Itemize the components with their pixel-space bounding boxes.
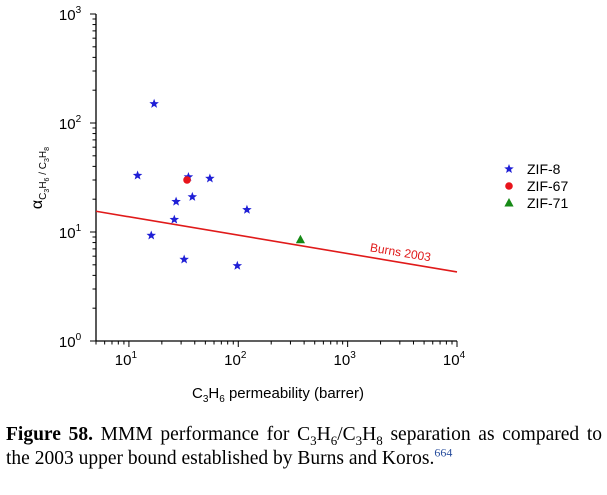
upper-bound-line: [95, 210, 458, 273]
data-marks: Burns 2003: [95, 98, 458, 273]
legend-marker-zif-8: [504, 164, 514, 174]
y-tick-label: 100: [59, 332, 82, 351]
legend-label-zif-67: ZIF-67: [527, 178, 568, 194]
axis-ticks: 101 102 103 104 100 101 102 103: [59, 5, 466, 369]
x-tick-label: 104: [443, 350, 466, 369]
zif-8-point: [132, 170, 143, 180]
x-tick-label: 103: [334, 350, 357, 369]
y-axis-label-symbol: α: [29, 200, 46, 209]
figure-label: Figure 58.: [6, 424, 93, 445]
figure-caption: Figure 58. MMM performance for C3H6/C3H8…: [6, 424, 603, 469]
y-tick-label: 103: [59, 5, 82, 24]
zif-8-point: [205, 173, 215, 183]
zif-71-point: [295, 234, 306, 244]
zif-8-point: [242, 204, 252, 214]
x-axis-label: C3H6 permeability (barrer): [192, 385, 364, 405]
legend-label-zif-8: ZIF-8: [527, 161, 561, 177]
plot-area: [95, 14, 457, 342]
upper-bound-label: Burns 2003: [369, 240, 432, 264]
zif-8-point: [187, 191, 198, 201]
zif-67-point: [183, 176, 191, 184]
legend-marker-zif-67: [505, 182, 513, 190]
zif-8-point: [179, 254, 189, 264]
zif-8-point: [171, 196, 181, 206]
legend-label-zif-71: ZIF-71: [527, 195, 568, 211]
y-tick-label: 102: [59, 114, 82, 133]
zif-8-point: [146, 230, 156, 240]
zif-8-point: [232, 260, 243, 270]
y-tick-label: 101: [59, 223, 82, 242]
y-axis-label: αC3H6 / C3H8: [29, 147, 51, 209]
x-tick-label: 101: [115, 350, 138, 369]
zif-8-point: [149, 98, 159, 108]
chart: 101 102 103 104 100 101 102 103 Burns 2003 ZIF-…: [29, 5, 568, 405]
x-tick-label: 102: [224, 350, 247, 369]
legend-marker-zif-71: [504, 198, 514, 207]
y-axis-label-sub: C: [38, 193, 49, 200]
reference-link[interactable]: 664: [434, 445, 453, 460]
zif-8-point: [169, 214, 180, 224]
